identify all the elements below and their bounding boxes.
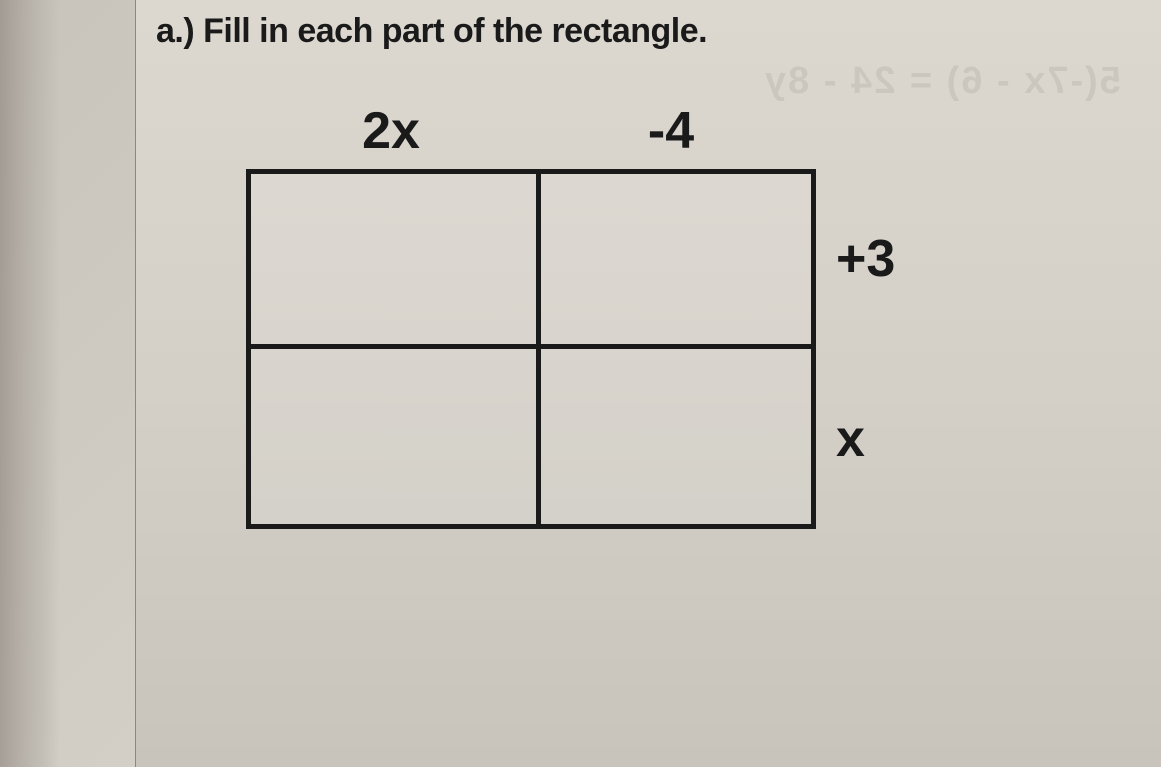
area-model-diagram: 2x -4 +3 x (246, 101, 1131, 529)
rectangle-grid (246, 169, 816, 529)
grid-row-2 (251, 349, 811, 524)
question-prompt: a.) Fill in each part of the rectangle. (156, 12, 1131, 51)
column-header-2: -4 (536, 101, 806, 161)
page-edge-texture (0, 0, 60, 767)
bleed-through-text: 5(-7x - 6) = 24 - 8y (763, 60, 1121, 103)
column-headers: 2x -4 (246, 101, 1131, 161)
column-header-1: 2x (246, 101, 536, 161)
cell-top-right (541, 174, 811, 349)
row-label-2: x (830, 349, 895, 529)
grid-row-1 (251, 174, 811, 349)
row-labels: +3 x (830, 169, 895, 529)
cell-top-left (251, 174, 541, 349)
cell-bottom-left (251, 349, 541, 524)
worksheet-page: a.) Fill in each part of the rectangle. … (135, 0, 1161, 767)
grid-with-row-labels: +3 x (246, 169, 1131, 529)
cell-bottom-right (541, 349, 811, 524)
row-label-1: +3 (830, 169, 895, 349)
